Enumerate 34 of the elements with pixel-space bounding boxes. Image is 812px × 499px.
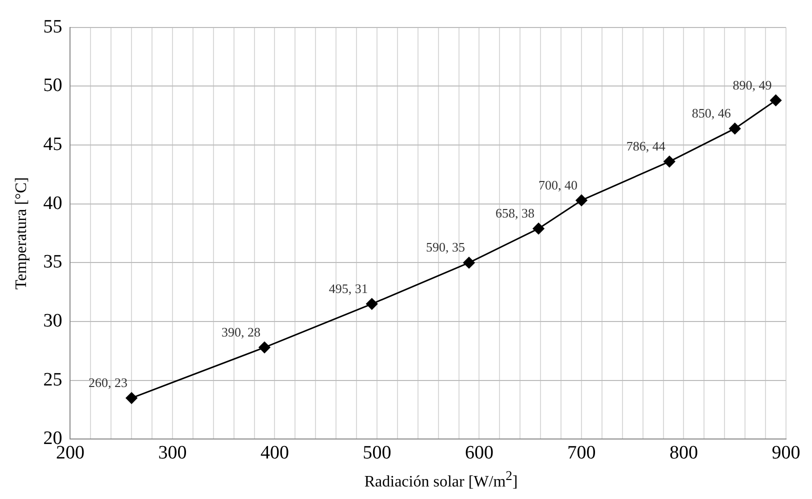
- point: [463, 256, 475, 268]
- y-tick-label: 40: [43, 192, 62, 214]
- data-label: 260, 23: [88, 374, 128, 390]
- point: [258, 342, 270, 354]
- data-label: 495, 31: [328, 280, 368, 296]
- y-axis-title: Temperatura [°C]: [12, 177, 30, 290]
- data-label: 700, 40: [538, 177, 578, 192]
- data-label: 590, 35: [426, 240, 466, 255]
- point: [366, 298, 378, 310]
- x-tick-label: 600: [464, 442, 494, 464]
- data-label: 850, 46: [692, 106, 732, 121]
- data-label: 390, 28: [221, 324, 260, 340]
- y-tick-label: 55: [43, 16, 62, 38]
- y-tick-label: 30: [43, 310, 62, 332]
- x-tick-label: 900: [772, 442, 800, 464]
- point: [532, 222, 544, 234]
- point: [770, 94, 782, 106]
- point: [664, 156, 676, 168]
- y-tick-label: 35: [43, 252, 62, 273]
- y-tick-label: 45: [43, 134, 62, 156]
- point: [729, 122, 741, 134]
- y-tick-label: 50: [43, 75, 62, 96]
- point: [126, 392, 138, 404]
- x-tick-label: 500: [362, 442, 392, 464]
- y-tick-label: 25: [43, 369, 62, 390]
- data-label: 658, 38: [496, 206, 535, 221]
- data-label: 786, 44: [626, 138, 666, 154]
- x-tick-label: 400: [260, 442, 289, 464]
- data-label: 890, 49: [732, 77, 772, 92]
- x-tick-label: 800: [669, 442, 698, 464]
- x-tick-label: 700: [567, 442, 596, 464]
- x-tick-label: 300: [158, 442, 187, 464]
- x-axis-title: Radiación solar [W/m$^{2}$]: [363, 467, 519, 492]
- point: [576, 194, 588, 206]
